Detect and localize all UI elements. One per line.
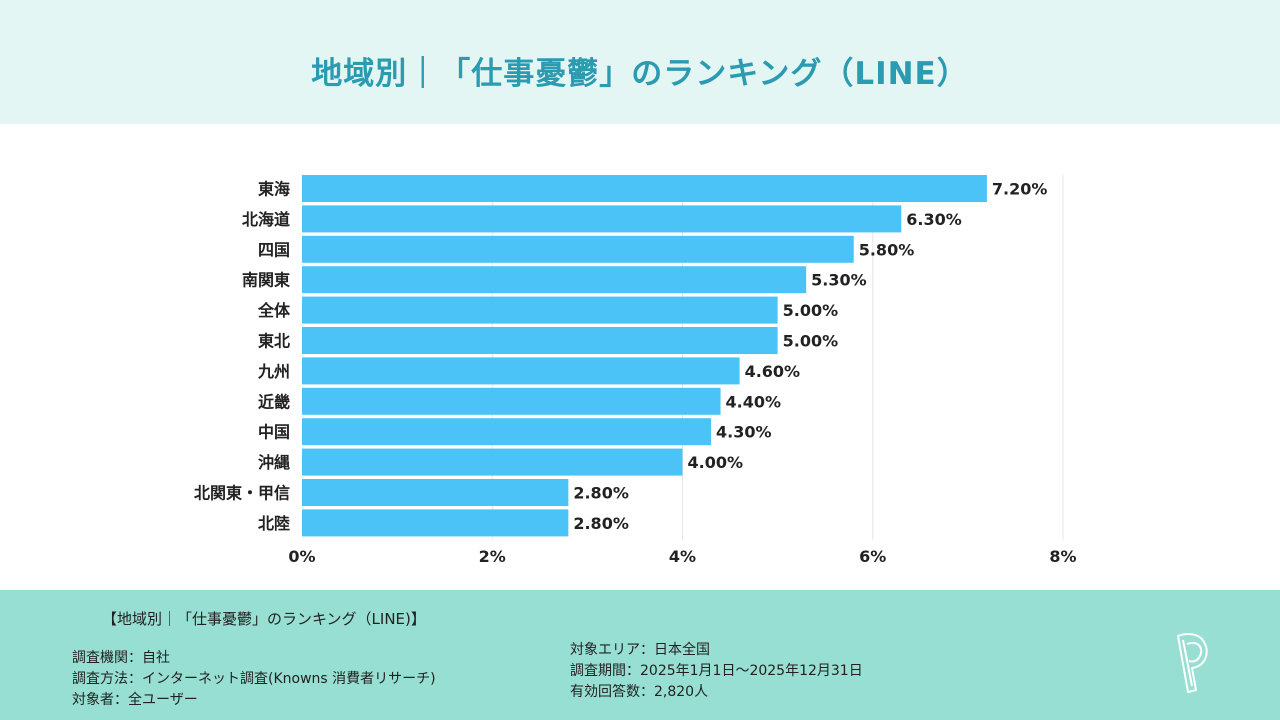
value-label: 7.20% — [992, 180, 1048, 199]
footer-title: 【地域別｜「仕事憂鬱」のランキング（LINE)】 — [102, 610, 426, 628]
category-label: 南関東 — [242, 271, 290, 290]
survey-org: 調査機関：自社 — [72, 650, 170, 666]
bar — [302, 175, 987, 202]
value-label: 5.30% — [811, 271, 867, 290]
bar-chart: 東海 7.20% 北海道 6.30% 四国 5.80% 南関東 5.30% 全体 5.00% 東北 5… — [194, 175, 1077, 566]
bar — [302, 418, 712, 446]
page-title: 地域別｜「仕事憂鬱」のランキング（LINE） — [311, 56, 969, 92]
survey-period: 調査期間：2025年1月1日～2025年12月31日 — [570, 663, 863, 679]
category-label: 四国 — [258, 240, 290, 259]
category-label: 全体 — [257, 301, 291, 320]
bar — [302, 327, 778, 354]
value-label: 5.00% — [783, 332, 839, 351]
survey-info-left: 調査機関：自社 調査方法：インターネット調査(Knowns 消費者リサーチ) 対… — [72, 648, 436, 711]
category-label: 中国 — [258, 423, 290, 442]
category-label: 沖縄 — [258, 453, 290, 472]
survey-responses: 有効回答数：2,820人 — [570, 684, 709, 700]
category-label: 北陸 — [258, 514, 290, 533]
x-tick-label: 4% — [669, 547, 696, 566]
bar — [302, 266, 807, 294]
x-tick-label: 2% — [479, 547, 506, 566]
x-tick-label: 6% — [859, 547, 886, 566]
bar — [302, 357, 740, 385]
survey-area: 対象エリア：日本全国 — [570, 642, 710, 658]
x-tick-label: 8% — [1049, 547, 1076, 566]
category-label: 近畿 — [258, 392, 290, 411]
bar — [302, 509, 569, 537]
bar — [302, 387, 721, 415]
bar — [302, 205, 902, 233]
value-label: 4.40% — [726, 392, 782, 411]
survey-target: 対象者：全ユーザー — [72, 692, 198, 708]
value-label: 4.30% — [716, 423, 772, 442]
value-label: 2.80% — [573, 484, 629, 503]
survey-info-right: 対象エリア：日本全国 調査期間：2025年1月1日～2025年12月31日 有効… — [570, 640, 863, 703]
value-label: 5.80% — [859, 240, 915, 259]
value-label: 4.60% — [745, 362, 801, 381]
survey-method: 調査方法：インターネット調査(Knowns 消費者リサーチ) — [72, 671, 436, 687]
category-label: 北海道 — [242, 210, 290, 229]
category-label: 九州 — [257, 362, 290, 381]
category-label: 東北 — [258, 332, 290, 351]
footer: 【地域別｜「仕事憂鬱」のランキング（LINE)】 調査機関：自社 調査方法：イン… — [0, 590, 1280, 720]
value-label: 6.30% — [906, 210, 962, 229]
bar — [302, 479, 569, 506]
value-label: 2.80% — [573, 514, 629, 533]
bar — [302, 235, 854, 263]
x-tick-label: 0% — [288, 547, 315, 566]
value-label: 4.00% — [688, 453, 744, 472]
category-label: 北関東・甲信 — [194, 484, 290, 503]
header: 地域別｜「仕事憂鬱」のランキング（LINE） — [0, 0, 1280, 124]
bar — [302, 296, 778, 324]
bar — [302, 448, 683, 476]
value-label: 5.00% — [783, 301, 839, 320]
category-label: 東海 — [258, 180, 290, 199]
p-logo-icon — [1177, 633, 1208, 693]
